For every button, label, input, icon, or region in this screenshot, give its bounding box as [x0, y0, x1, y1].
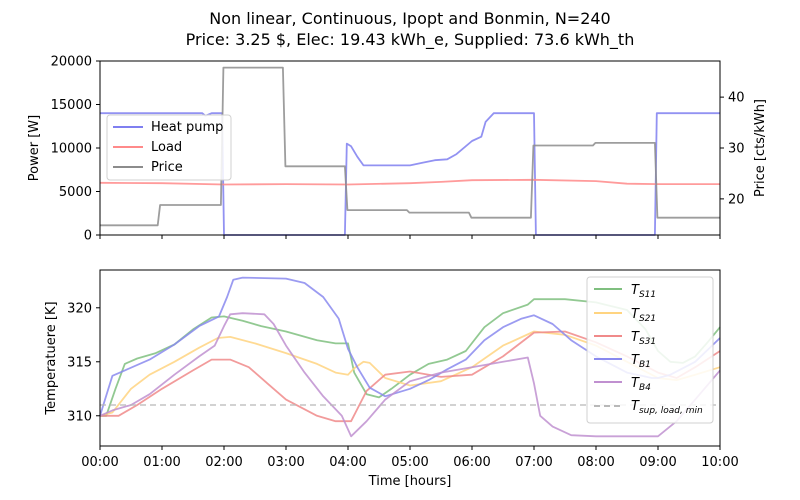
x-axis-label: Time [hours]: [368, 474, 452, 489]
top-right-y-axis-label: Price [cts/kWh]: [753, 99, 768, 197]
top-plot-frame: [99, 60, 721, 236]
bottom-legend: TS11 TS21 TS31 TB1 TB4 Tsup, load, min: [586, 276, 714, 424]
legend-heat-pump-label: Heat pump: [151, 120, 223, 135]
bottom-y-tick-label: 320: [67, 301, 92, 316]
top-legend: Heat pump Load Price: [106, 114, 232, 181]
bottom-x-tick-label: 04:00: [329, 455, 366, 470]
bottom-x-tick-label: 10:00: [701, 455, 738, 470]
top-y-tick-label: 10000: [51, 142, 92, 157]
series-line-load: [99, 178, 720, 186]
bottom-x-tick-label: 07:00: [515, 455, 552, 470]
top-right-y-tick-label: 30: [728, 142, 745, 157]
top-y-tick-label: 15000: [51, 98, 92, 113]
legend-load-label: Load: [151, 140, 182, 155]
top-right-y-tick-label: 40: [728, 91, 745, 106]
top-y-tick-label: 20000: [51, 55, 92, 70]
top-y-tick-label: 5000: [59, 185, 92, 200]
chart-subtitle: Price: 3.25 $, Elec: 19.43 kWh_e, Suppli…: [186, 30, 635, 50]
bottom-x-tick-label: 09:00: [639, 455, 676, 470]
bottom-x-tick-label: 03:00: [267, 455, 304, 470]
bottom-x-tick-label: 02:00: [205, 455, 242, 470]
bottom-x-tick-label: 08:00: [577, 455, 614, 470]
bottom-y-tick-label: 315: [67, 355, 92, 370]
legend-price-label: Price: [151, 160, 183, 175]
series-line-t-b4: [99, 312, 721, 438]
bottom-plot-frame: [99, 269, 721, 447]
bottom-y-axis-label: Temperatuere [K]: [44, 301, 59, 415]
bottom-plot: 00:00 01:00 02:00 03:00 04:00 05:00 06:00 07:00…: [44, 269, 739, 489]
bottom-y-tick-label: 310: [67, 409, 92, 424]
top-plot: 0 5000 10000 15000 20000 20 30 40 Power [W] Pri…: [27, 55, 768, 244]
top-axis-ticks: 0 5000 10000 15000 20000 20 30 40: [51, 55, 745, 244]
top-right-y-tick-label: 20: [728, 192, 745, 207]
top-y-axis-label: Power [W]: [27, 115, 42, 181]
top-legend-box: [106, 114, 232, 181]
bottom-x-tick-label: 01:00: [143, 455, 180, 470]
top-y-tick-label: 0: [84, 229, 92, 244]
bottom-x-tick-label: 06:00: [453, 455, 490, 470]
series-line-price: [100, 66, 720, 227]
bottom-x-tick-label: 00:00: [81, 455, 118, 470]
chart-title: Non linear, Continuous, Ipopt and Bonmin…: [209, 9, 610, 28]
bottom-axis-ticks: 00:00 01:00 02:00 03:00 04:00 05:00 06:00 07:00…: [67, 301, 739, 470]
bottom-x-tick-label: 05:00: [391, 455, 428, 470]
